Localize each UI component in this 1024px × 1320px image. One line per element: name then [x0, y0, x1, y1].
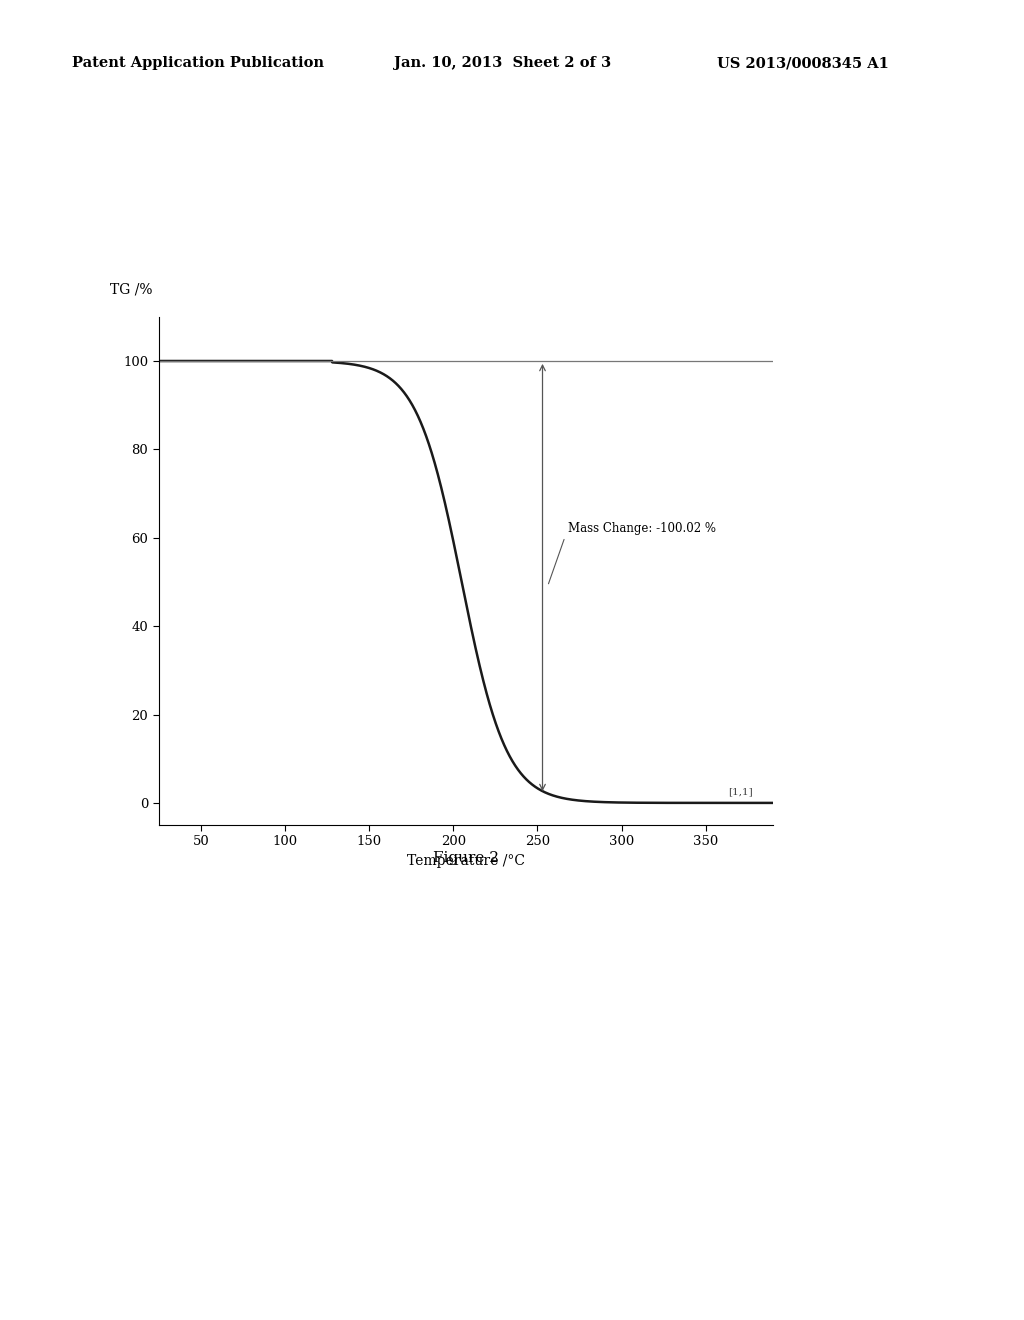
Text: Mass Change: -100.02 %: Mass Change: -100.02 % [549, 523, 716, 583]
Text: Patent Application Publication: Patent Application Publication [72, 57, 324, 70]
Text: [1,1]: [1,1] [728, 787, 753, 796]
X-axis label: Temperature /°C: Temperature /°C [407, 854, 525, 869]
Text: Figure 2: Figure 2 [433, 851, 499, 866]
Text: Jan. 10, 2013  Sheet 2 of 3: Jan. 10, 2013 Sheet 2 of 3 [394, 57, 611, 70]
Text: US 2013/0008345 A1: US 2013/0008345 A1 [717, 57, 889, 70]
Text: TG /%: TG /% [110, 282, 153, 297]
